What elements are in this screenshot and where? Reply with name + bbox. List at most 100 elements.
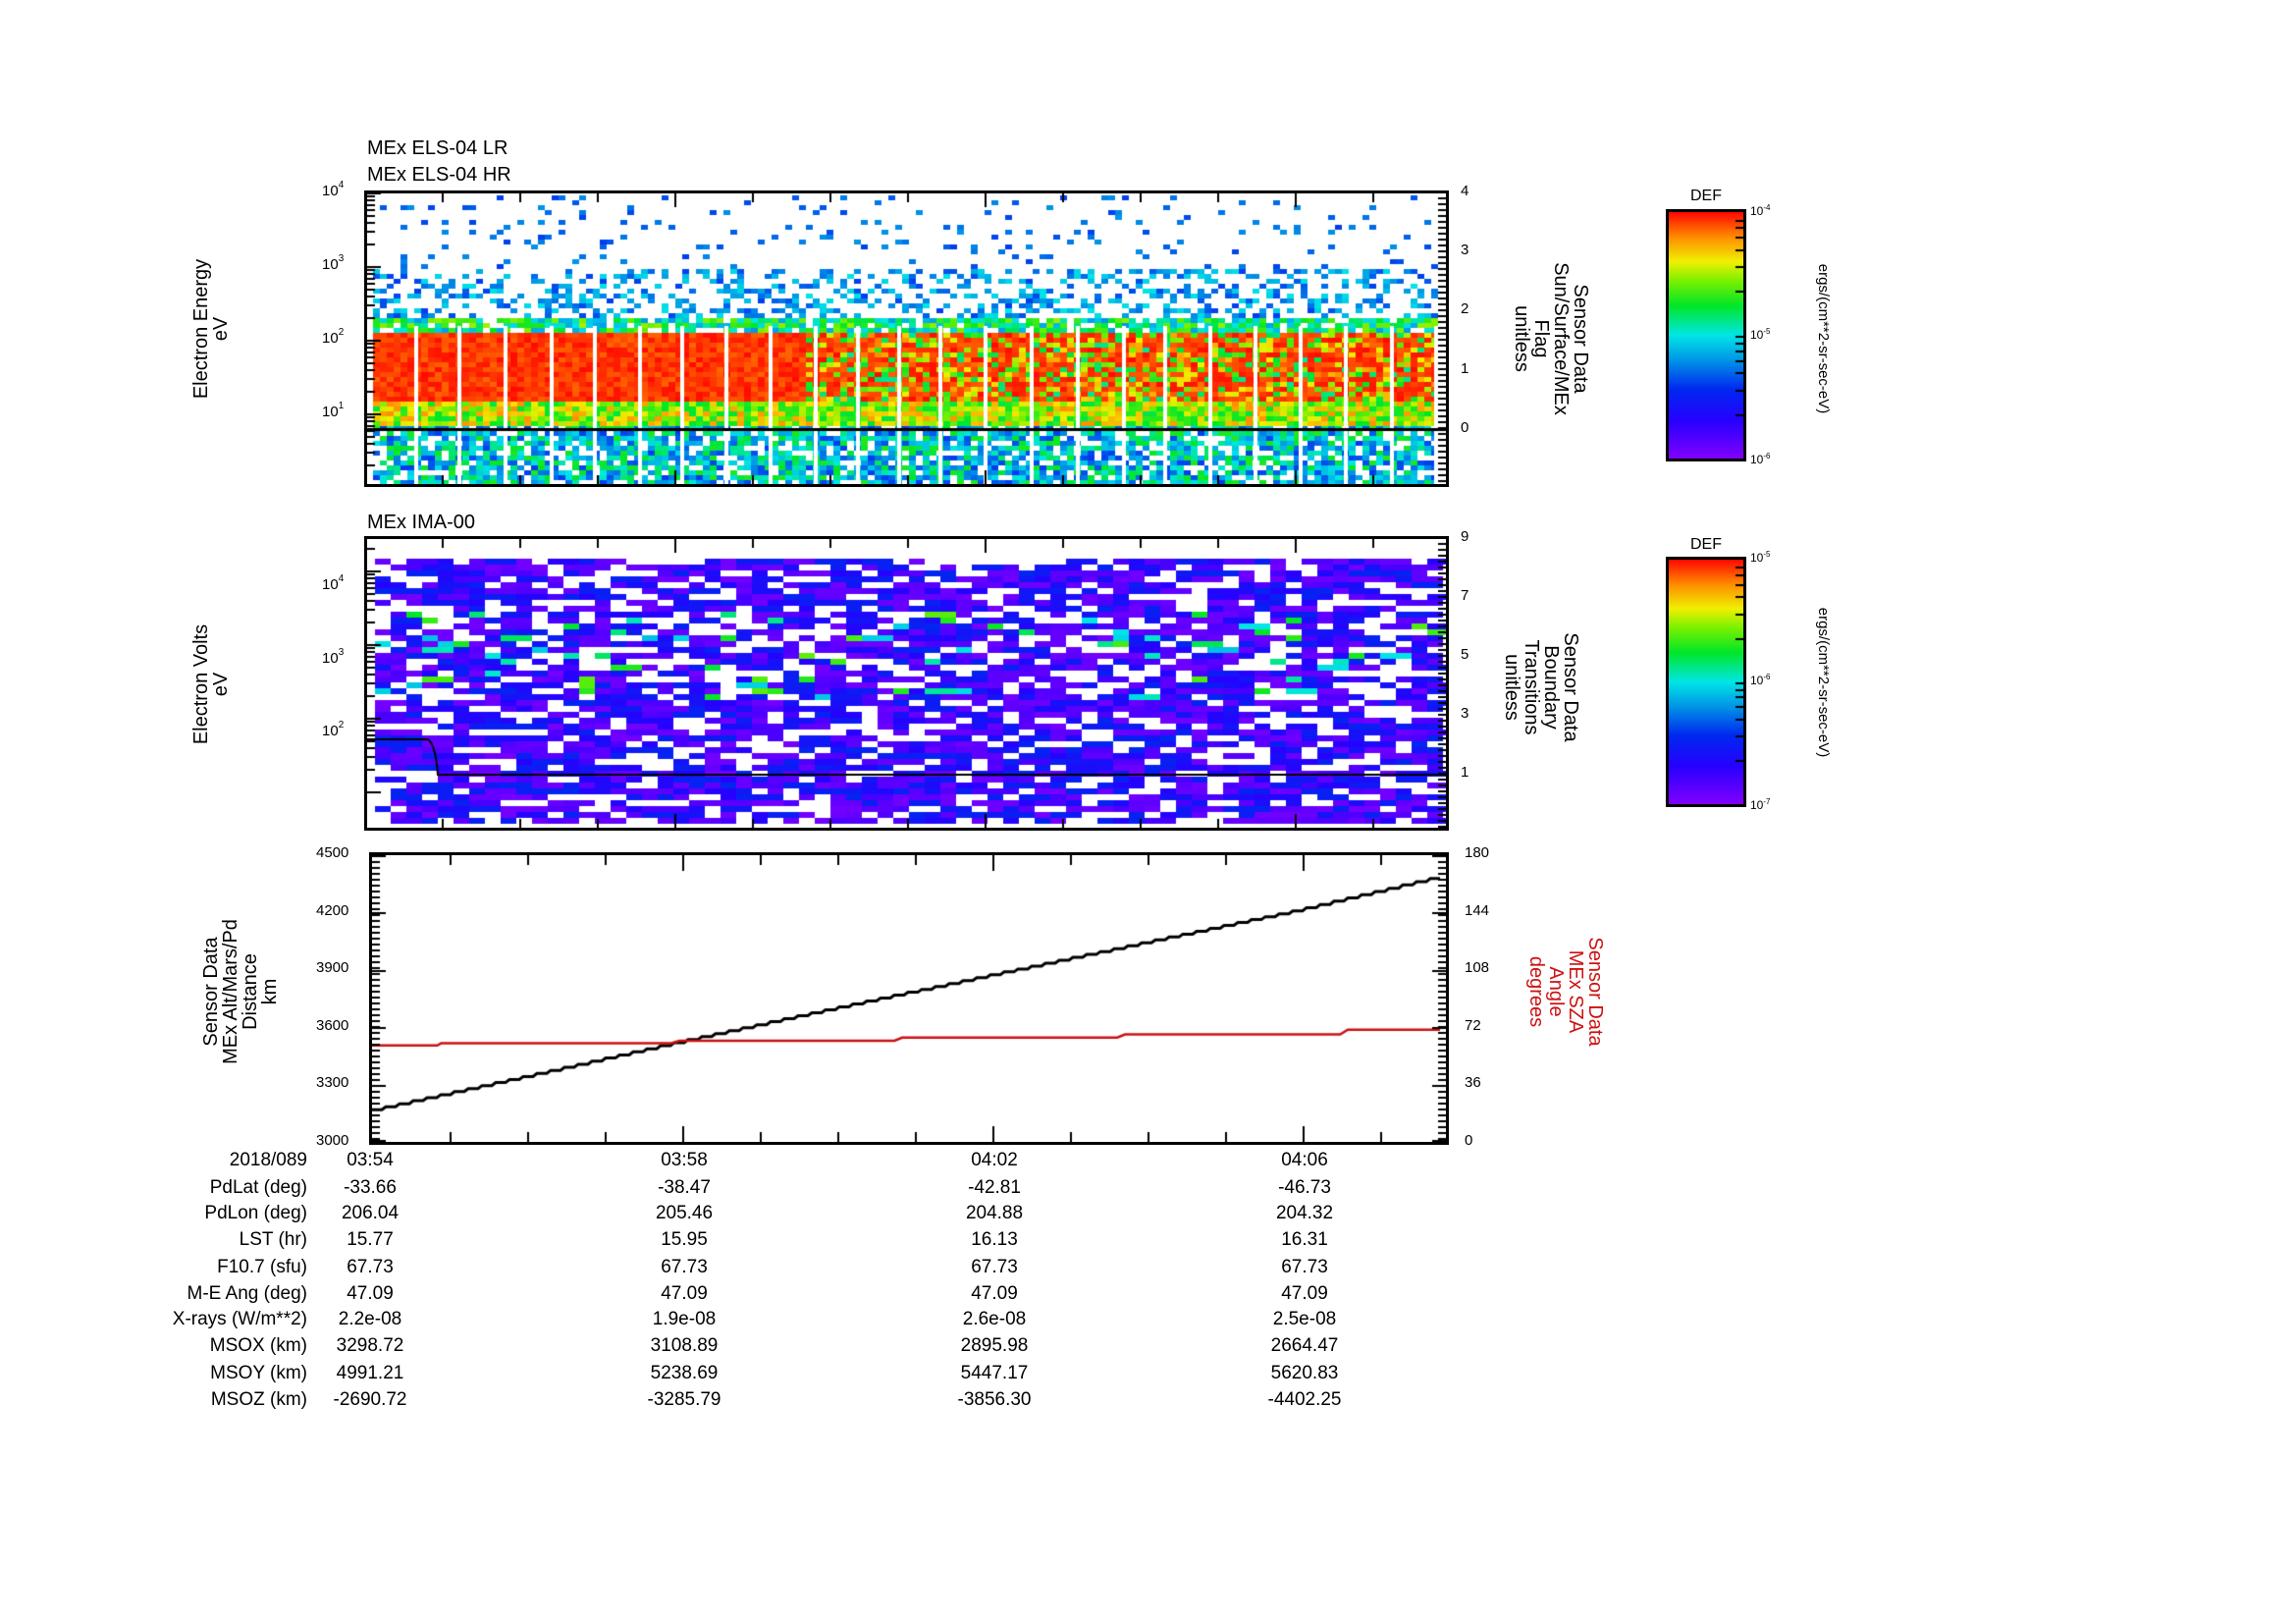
p2-ytick-1e4: 104 (322, 573, 345, 593)
p2-y2tick-9: 9 (1461, 528, 1469, 545)
table-cell: 4991.21 (336, 1363, 404, 1383)
table-cell: -4402.25 (1267, 1389, 1342, 1410)
cbar2-min: 10-7 (1750, 797, 1771, 812)
cbar1-max: 10-4 (1750, 203, 1771, 218)
row-label-msox: MSOX (km) (209, 1335, 307, 1356)
p1-ytick-1e4: 104 (322, 180, 345, 199)
table-cell: 5620.83 (1270, 1363, 1339, 1383)
row-label-msoy: MSOY (km) (210, 1363, 307, 1383)
row-label-pdlat: PdLat (deg) (209, 1177, 307, 1198)
table-cell: 2.6e-08 (962, 1309, 1027, 1329)
table-cell: 47.09 (1281, 1283, 1328, 1304)
ima-heatmap (367, 539, 1446, 828)
cbar2-title: DEF (1690, 536, 1722, 553)
p3-ytick-3300: 3300 (316, 1074, 349, 1091)
row-label-f107: F10.7 (sfu) (217, 1257, 307, 1277)
p1-y2tick-0: 0 (1461, 419, 1469, 436)
p2-ytick-1e2: 102 (322, 720, 345, 739)
cbar1 (1666, 209, 1746, 461)
p1-ytick-1e3: 103 (322, 253, 345, 273)
cbar1-mid: 10-5 (1750, 327, 1771, 342)
cbar2-max: 10-5 (1750, 550, 1771, 565)
p2-y2tick-1: 1 (1461, 764, 1469, 781)
table-cell: 204.32 (1275, 1203, 1334, 1223)
table-cell: 67.73 (971, 1257, 1018, 1277)
cbar1-gradient (1669, 212, 1743, 459)
p2-y2tick-3: 3 (1461, 705, 1469, 722)
table-cell: -38.47 (658, 1177, 711, 1198)
cbar1-label: ergs/(cm**2-sr-sec-eV) (1815, 263, 1832, 414)
p3-ytick-3600: 3600 (316, 1017, 349, 1034)
els-spectrogram-panel (364, 190, 1449, 487)
row-label-me-ang: M-E Ang (deg) (187, 1283, 308, 1304)
row-label-date: 2018/089 (229, 1150, 307, 1170)
table-cell: 15.95 (661, 1229, 708, 1250)
altitude-sza-line-panel (369, 852, 1449, 1145)
p3-y2label: Sensor Data MEx SZA Angle degrees (1525, 937, 1606, 1047)
table-cell: 5238.69 (650, 1363, 719, 1383)
p3-ytick-3000: 3000 (316, 1132, 349, 1149)
panel2-title: MEx IMA-00 (367, 512, 476, 533)
row-label-pdlon: PdLon (deg) (204, 1203, 307, 1223)
panel1-title-lr: MEx ELS-04 LR (367, 137, 508, 159)
p2-ytick-1e3: 103 (322, 647, 345, 667)
table-cell: 3108.89 (650, 1335, 719, 1356)
time-label: 03:54 (347, 1150, 394, 1170)
p1-y2tick-3: 3 (1461, 242, 1469, 258)
els-heatmap (367, 193, 1446, 484)
table-cell: 47.09 (661, 1283, 708, 1304)
row-label-xrays: X-rays (W/m**2) (172, 1309, 307, 1329)
table-cell: -3285.79 (647, 1389, 721, 1410)
table-cell: 5447.17 (960, 1363, 1029, 1383)
p1-y2tick-2: 2 (1461, 300, 1469, 317)
time-label: 04:02 (971, 1150, 1018, 1170)
cbar1-title: DEF (1690, 188, 1722, 204)
table-cell: -2690.72 (333, 1389, 407, 1410)
p3-y2tick-0: 0 (1465, 1132, 1473, 1149)
table-cell: 16.31 (1281, 1229, 1328, 1250)
p3-y2tick-72: 72 (1465, 1017, 1481, 1034)
p2-y2tick-7: 7 (1461, 587, 1469, 604)
table-cell: 2.2e-08 (338, 1309, 402, 1329)
p3-ytick-4500: 4500 (316, 844, 349, 861)
p2-ylabel: Electron Volts eV (190, 623, 232, 745)
p1-y2tick-4: 4 (1461, 183, 1469, 199)
table-cell: 204.88 (965, 1203, 1024, 1223)
cbar1-min: 10-6 (1750, 452, 1771, 466)
p3-ytick-3900: 3900 (316, 959, 349, 976)
table-cell: 2895.98 (960, 1335, 1029, 1356)
ima-spectrogram-panel (364, 536, 1449, 831)
row-label-lst: LST (hr) (239, 1229, 307, 1250)
p1-ylabel: Electron Energy eV (190, 258, 232, 400)
p3-ylabel: Sensor Data MEx Alt/Mars/Pd Distance km (200, 919, 281, 1064)
table-cell: -42.81 (968, 1177, 1021, 1198)
p3-ytick-4200: 4200 (316, 902, 349, 919)
table-cell: -3856.30 (957, 1389, 1032, 1410)
table-cell: 2.5e-08 (1272, 1309, 1337, 1329)
table-cell: 15.77 (347, 1229, 394, 1250)
line-plot-canvas (372, 855, 1446, 1142)
table-cell: 16.13 (971, 1229, 1018, 1250)
cbar2-gradient (1669, 560, 1743, 804)
p1-ytick-1e1: 101 (322, 401, 345, 420)
panel1-title-hr: MEx ELS-04 HR (367, 164, 511, 186)
p1-ytick-1e2: 102 (322, 327, 345, 347)
table-cell: 206.04 (341, 1203, 400, 1223)
table-cell: 47.09 (347, 1283, 394, 1304)
row-label-msoz: MSOZ (km) (210, 1389, 307, 1410)
p2-y2tick-5: 5 (1461, 646, 1469, 663)
p3-y2tick-36: 36 (1465, 1074, 1481, 1091)
p1-y2label: Sensor Data Sun/Surface/MEx Flag unitless (1511, 262, 1591, 415)
p3-y2tick-108: 108 (1465, 959, 1490, 976)
cbar2-label: ergs/(cm**2-sr-sec-eV) (1815, 607, 1832, 758)
p1-y2tick-1: 1 (1461, 360, 1469, 377)
p3-y2tick-180: 180 (1465, 844, 1490, 861)
cbar2 (1666, 557, 1746, 807)
table-cell: 47.09 (971, 1283, 1018, 1304)
table-cell: 3298.72 (336, 1335, 404, 1356)
table-cell: 67.73 (347, 1257, 394, 1277)
table-cell: 67.73 (1281, 1257, 1328, 1277)
time-label: 03:58 (661, 1150, 708, 1170)
cbar2-mid: 10-6 (1750, 673, 1771, 687)
table-cell: 205.46 (655, 1203, 714, 1223)
